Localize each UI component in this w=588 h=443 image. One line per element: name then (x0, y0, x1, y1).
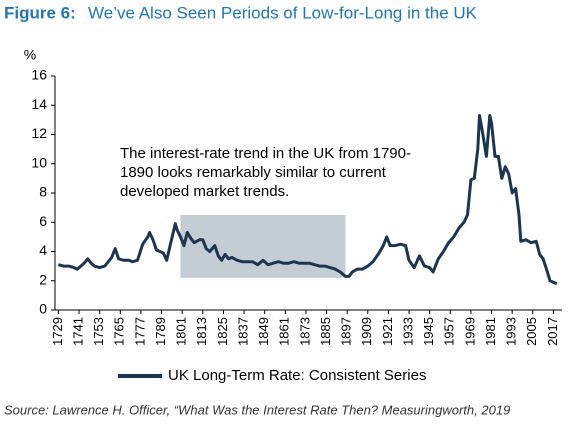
y-tick-label: 16 (31, 67, 47, 83)
y-tick-label: 4 (39, 242, 47, 258)
x-tick-label: 1789 (153, 317, 168, 346)
x-tick-label: 1921 (380, 317, 395, 346)
y-tick-label: 0 (39, 301, 47, 317)
annotation: 1890 looks remarkably similar to current (120, 164, 387, 181)
x-tick-label: 1729 (50, 317, 65, 346)
x-tick-label: 2005 (524, 317, 539, 346)
x-tick-label: 2017 (545, 317, 560, 346)
x-tick-label: 1753 (91, 317, 106, 346)
x-tick-label: 1801 (174, 317, 189, 346)
x-tick-label: 1885 (318, 317, 333, 346)
y-tick-label: 8 (39, 184, 47, 200)
annotation: developed market trends. (120, 183, 289, 200)
title-label: Figure 6: (4, 3, 76, 22)
y-tick-label: 2 (39, 271, 47, 287)
x-tick-label: 1933 (400, 317, 415, 346)
x-tick-label: 1945 (421, 317, 436, 346)
x-tick-label: 1813 (194, 317, 209, 346)
x-tick-label: 1897 (339, 317, 354, 346)
x-tick-label: 1741 (70, 317, 85, 346)
x-tick-label: 1861 (277, 317, 292, 346)
series-line (58, 114, 558, 286)
x-tick-label: 1981 (483, 317, 498, 346)
y-tick-label: 6 (39, 213, 47, 229)
annotation: The interest-rate trend in the UK from 1… (120, 145, 411, 162)
y-tick-label: 10 (31, 154, 47, 170)
source: Source: Lawrence H. Officer, “What Was t… (4, 402, 510, 417)
x-tick-label: 1909 (359, 317, 374, 346)
legend-label: UK Long-Term Rate: Consistent Series (168, 367, 426, 384)
x-tick-label: 1849 (256, 317, 271, 346)
y-tick-label: 12 (31, 125, 47, 141)
x-tick-label: 1837 (235, 317, 250, 346)
chart-title: We’ve Also Seen Periods of Low-for-Long … (88, 3, 478, 22)
x-tick-label: 1765 (112, 317, 127, 346)
x-tick-label: 1777 (132, 317, 147, 346)
y-axis-label: % (24, 47, 36, 63)
x-tick-label: 1993 (504, 317, 519, 346)
y-tick-label: 14 (31, 96, 47, 112)
x-tick-label: 1957 (442, 317, 457, 346)
x-tick-label: 1969 (462, 317, 477, 346)
x-tick-label: 1873 (297, 317, 312, 346)
highlight-region (180, 214, 346, 278)
x-tick-label: 1825 (215, 317, 230, 346)
